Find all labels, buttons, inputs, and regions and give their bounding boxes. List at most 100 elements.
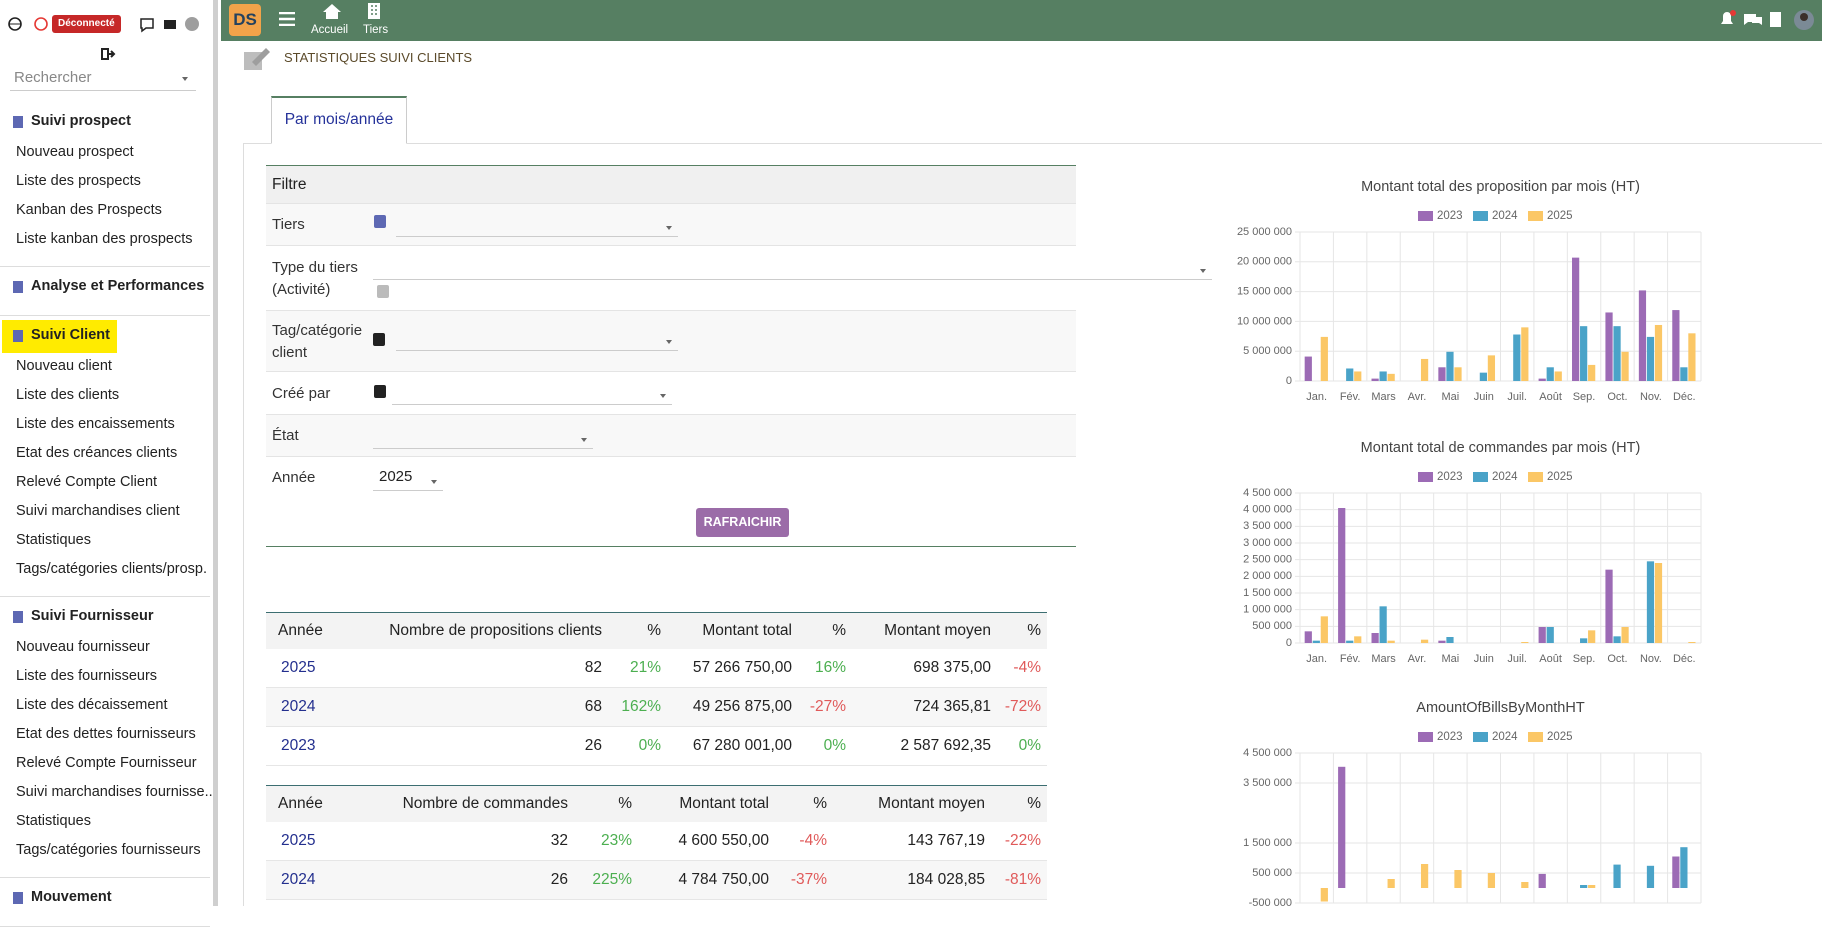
table-cell: 49 256 875,00 [667,688,798,727]
tbody: 20258221%57 266 750,0016%698 375,00-4%20… [266,649,1047,766]
table-cell: 225% [574,861,638,900]
table-cell: 0% [608,727,667,766]
menu-item[interactable]: Nouveau prospect [16,144,134,160]
column-header: Année [266,786,356,823]
caret [431,480,437,484]
table-row: 202468162%49 256 875,00-27%724 365,81-72… [266,688,1047,727]
search-input[interactable]: Rechercher [10,66,196,91]
menu-item[interactable]: Etat des dettes fournisseurs [16,726,196,742]
caret [581,438,587,442]
menu-item[interactable]: Relevé Compte Client [16,474,157,490]
year-link[interactable]: 2025 [266,822,356,861]
column-header: Montant total [667,613,798,650]
year-link[interactable]: 2025 [266,649,356,688]
section-icon [13,892,23,904]
top-icons [1716,8,1816,32]
menu-item[interactable]: Kanban des Prospects [16,202,162,218]
caret [666,226,672,230]
header-row: AnnéeNombre de commandes%Montant total%M… [266,786,1047,823]
header-row: AnnéeNombre de propositions clients%Mont… [266,613,1047,650]
menu-separator [0,266,210,267]
menu-item[interactable]: Statistiques [16,813,91,829]
table-cell: 698 375,00 [852,649,997,688]
stats-table: AnnéeNombre de commandes%Montant total%M… [266,785,1047,900]
menu-item[interactable]: Nouveau fournisseur [16,639,150,655]
menu-item[interactable]: Suivi marchandises fournisse... [16,784,217,800]
column-header: Année [266,613,356,650]
menu-item[interactable]: Tags/catégories fournisseurs [16,842,201,858]
stats-table: AnnéeNombre de propositions clients%Mont… [266,612,1047,766]
user-icon [374,385,386,398]
table-row: 20253223%4 600 550,00-4%143 767,19-22% [266,822,1047,861]
table-cell: 21% [608,649,667,688]
table-cell: 0% [798,727,852,766]
tiers-icon[interactable] [367,2,381,20]
select-value: 2025 [379,468,412,485]
menu-item[interactable]: Statistiques [16,532,91,548]
column-header: Montant moyen [852,613,997,650]
menu-item[interactable]: Suivi marchandises client [16,503,180,519]
tab[interactable]: Par mois/année [271,96,407,144]
select[interactable] [373,448,593,449]
table-cell: 4 600 550,00 [638,822,775,861]
page-icon [242,44,272,72]
table-cell: 143 767,19 [833,822,991,861]
scrollbar [213,0,218,906]
menu-item[interactable]: Relevé Compte Fournisseur [16,755,197,771]
column-header: Nombre de commandes [356,786,574,823]
column-header: % [775,786,833,823]
table-cell: 2 587 692,35 [852,727,997,766]
filter-label: État [272,425,372,447]
hamburger[interactable] [279,12,295,26]
select[interactable] [373,279,1212,280]
refresh-button[interactable]: RAFRAICHIR [696,508,789,537]
table-cell: -27% [798,688,852,727]
table-cell: -4% [775,822,833,861]
table-row: 202426225%4 784 750,00-37%184 028,85-81% [266,861,1047,900]
filter-row: État [266,414,1076,457]
tag-icon [373,333,385,346]
column-header: % [997,613,1047,650]
menu-item[interactable]: Liste des prospects [16,173,141,189]
year-link[interactable]: 2024 [266,861,356,900]
menu-item[interactable]: Liste kanban des prospects [16,231,193,247]
year-link[interactable]: 2024 [266,688,356,727]
logout-icon[interactable] [100,46,116,62]
table-cell: 184 028,85 [833,861,991,900]
menu-section[interactable]: Suivi prospect [31,113,131,129]
nav-link[interactable]: Tiers [363,24,388,36]
menu-item[interactable]: Tags/catégories clients/prosp. [16,561,207,577]
select[interactable]: 2025 [373,490,443,491]
status-badge[interactable]: Déconnecté [52,15,121,33]
home-icon[interactable] [321,2,343,20]
menu-item[interactable]: Liste des décaissement [16,697,168,713]
app-logo[interactable]: DS [229,4,261,36]
filter-bottom [266,546,1076,547]
select[interactable] [396,350,678,351]
menu-section[interactable]: Suivi Fournisseur [31,608,153,624]
tiers-icon [374,215,386,228]
menu-section[interactable]: Mouvement [31,889,112,905]
info-icon [377,285,389,298]
thead: AnnéeNombre de propositions clients%Mont… [266,613,1047,650]
table-cell: 68 [356,688,608,727]
filter-label: Créé par [272,383,372,405]
menu-section[interactable]: Analyse et Performances [31,278,204,294]
table-cell: 23% [574,822,638,861]
page: Déconnecté Rechercher Suivi prospect Nouv… [0,0,1822,906]
menu-section[interactable]: Suivi Client [31,327,110,343]
menu-item[interactable]: Liste des fournisseurs [16,668,157,684]
section-icon [13,611,23,623]
menu-item[interactable]: Nouveau client [16,358,112,374]
menu-item[interactable]: Liste des clients [16,387,119,403]
table-cell: -4% [997,649,1047,688]
menu-item[interactable]: Etat des créances clients [16,445,177,461]
select[interactable] [396,236,678,237]
page-title: STATISTIQUES SUIVI CLIENTS [284,50,472,65]
menu-item[interactable]: Liste des encaissements [16,416,175,432]
tbody: 20253223%4 600 550,00-4%143 767,19-22%20… [266,822,1047,900]
nav-link[interactable]: Accueil [311,24,348,36]
select[interactable] [392,404,672,405]
year-link[interactable]: 2023 [266,727,356,766]
section-icon [13,116,23,128]
